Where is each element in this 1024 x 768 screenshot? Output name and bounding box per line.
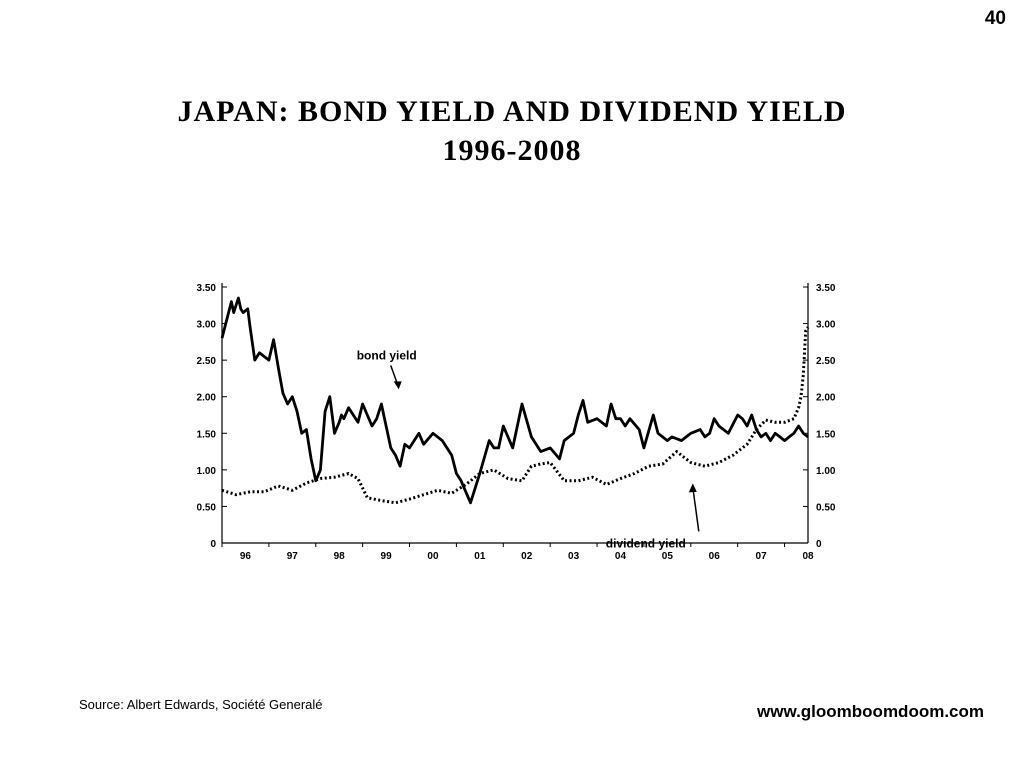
x-tick-label: 06 (709, 551, 721, 562)
annotation-arrowhead-dividend (688, 483, 697, 493)
annotation-bond-yield: bond yield (357, 348, 417, 362)
website-link[interactable]: www.gloomboomdoom.com (757, 702, 984, 721)
y-tick-label-left: 1.50 (197, 429, 217, 440)
y-tick-label-left: 2.00 (197, 393, 217, 404)
x-tick-label: 02 (521, 551, 533, 562)
x-tick-label: 97 (287, 551, 299, 562)
x-tick-label: 01 (474, 551, 486, 562)
chart-title-line1: JAPAN: BOND YIELD AND DIVIDEND YIELD (177, 95, 847, 128)
x-tick-label: 98 (334, 551, 346, 562)
y-tick-label-left: 0 (210, 539, 216, 550)
y-tick-label-right: 1.50 (816, 429, 836, 440)
line-chart: 3.50 3.50 3.00 3.00 2.50 2.50 2.00 2.00 1.50 1.50… (197, 283, 836, 562)
y-tick-label-left: 0.50 (197, 502, 217, 513)
y-tick-label-right: 0 (816, 539, 822, 550)
y-tick-label-right: 2.50 (816, 356, 836, 367)
dividend-yield-line (221, 326, 810, 505)
chart-title: JAPAN: BOND YIELD AND DIVIDEND YIELD 199… (0, 92, 1024, 170)
x-tick-label: 07 (756, 551, 768, 562)
annotation-arrow-dividend (692, 487, 700, 532)
x-tick-label: 04 (615, 551, 627, 562)
x-tick-label: 99 (381, 551, 393, 562)
bond-yield-line (220, 296, 809, 505)
y-tick-label-right: 0.50 (816, 502, 836, 513)
chart-title-line2: 1996-2008 (442, 134, 582, 167)
x-tick-label: 03 (568, 551, 580, 562)
y-tick-label-right: 2.00 (816, 393, 836, 404)
slide-number: 40 (984, 8, 1006, 29)
y-tick-label-left: 1.00 (197, 466, 217, 477)
y-tick-label-right: 3.00 (816, 320, 836, 331)
annotation-dividend-yield: dividend yield (606, 536, 686, 550)
source-note: Source: Albert Edwards, Société Generalé (79, 697, 323, 712)
y-tick-label-left: 2.50 (197, 356, 217, 367)
y-tick-label-right: 3.50 (816, 283, 836, 294)
annotation-arrowhead-bond (393, 381, 402, 390)
y-tick-label-left: 3.00 (197, 320, 217, 331)
y-tick-label-left: 3.50 (197, 283, 217, 294)
x-tick-label: 08 (802, 551, 814, 562)
x-tick-label: 96 (240, 551, 252, 562)
x-tick-label: 00 (427, 551, 439, 562)
y-tick-label-right: 1.00 (816, 466, 836, 477)
x-tick-label: 05 (662, 551, 674, 562)
chart-container: 3.50 3.50 3.00 3.00 2.50 2.50 2.00 2.00 1.50 1.50… (176, 245, 856, 575)
